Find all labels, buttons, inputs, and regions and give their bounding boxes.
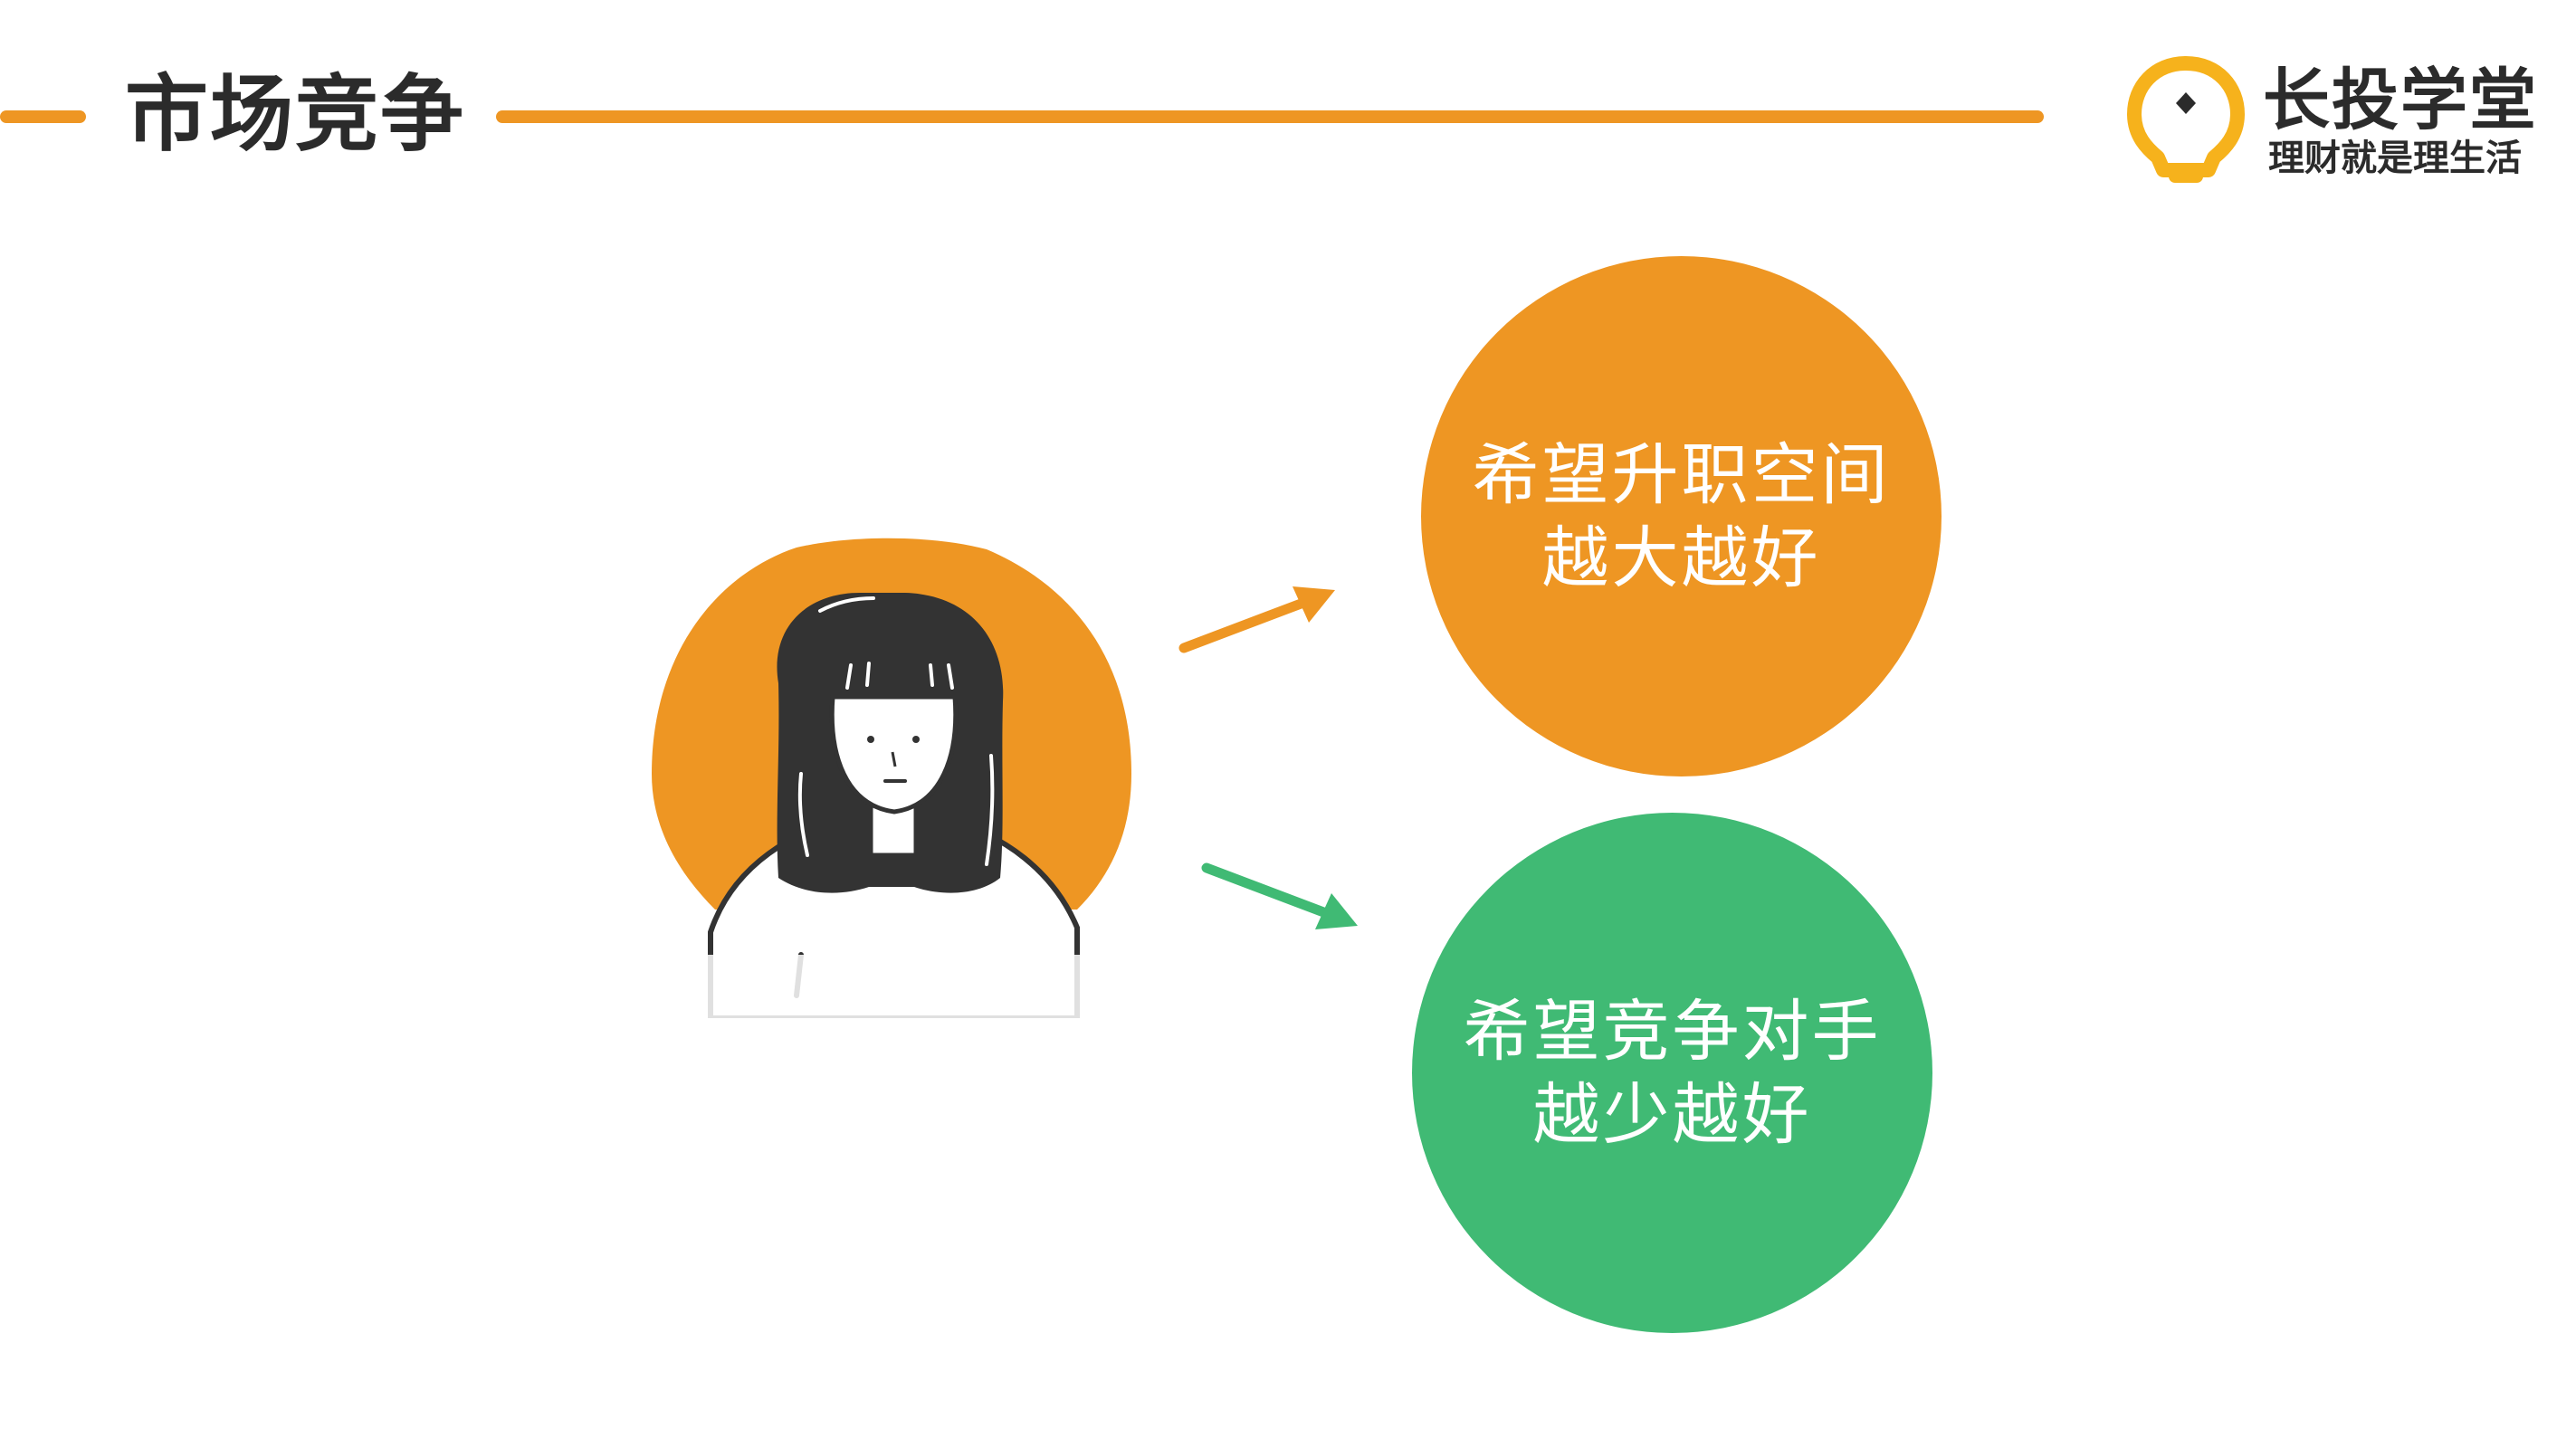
bubble-bottom-line2: 越少越好 bbox=[1533, 1073, 1812, 1157]
arrow-to-top-bubble bbox=[1177, 579, 1340, 661]
girl-avatar-illustration bbox=[643, 529, 1150, 1018]
title-rule-right bbox=[496, 110, 2044, 123]
bubble-top-line1: 希望升职空间 bbox=[1473, 433, 1891, 517]
page-title: 市场竞争 bbox=[125, 65, 465, 165]
bubble-top-line2: 越大越好 bbox=[1542, 517, 1821, 600]
brand-logo: 长投学堂 理财就是理生活 bbox=[2118, 52, 2543, 188]
arrow-to-bottom-bubble bbox=[1199, 855, 1362, 937]
bubble-bottom-line1: 希望竞争对手 bbox=[1464, 990, 1882, 1073]
lightbulb-icon bbox=[2118, 52, 2254, 188]
brand-name: 长投学堂 bbox=[2263, 62, 2538, 139]
bubble-promotion-space: 希望升职空间 越大越好 bbox=[1421, 256, 1942, 776]
brand-slogan: 理财就是理生活 bbox=[2268, 136, 2522, 181]
bubble-fewer-competitors: 希望竞争对手 越少越好 bbox=[1412, 813, 1932, 1333]
title-rule-left bbox=[0, 110, 86, 123]
